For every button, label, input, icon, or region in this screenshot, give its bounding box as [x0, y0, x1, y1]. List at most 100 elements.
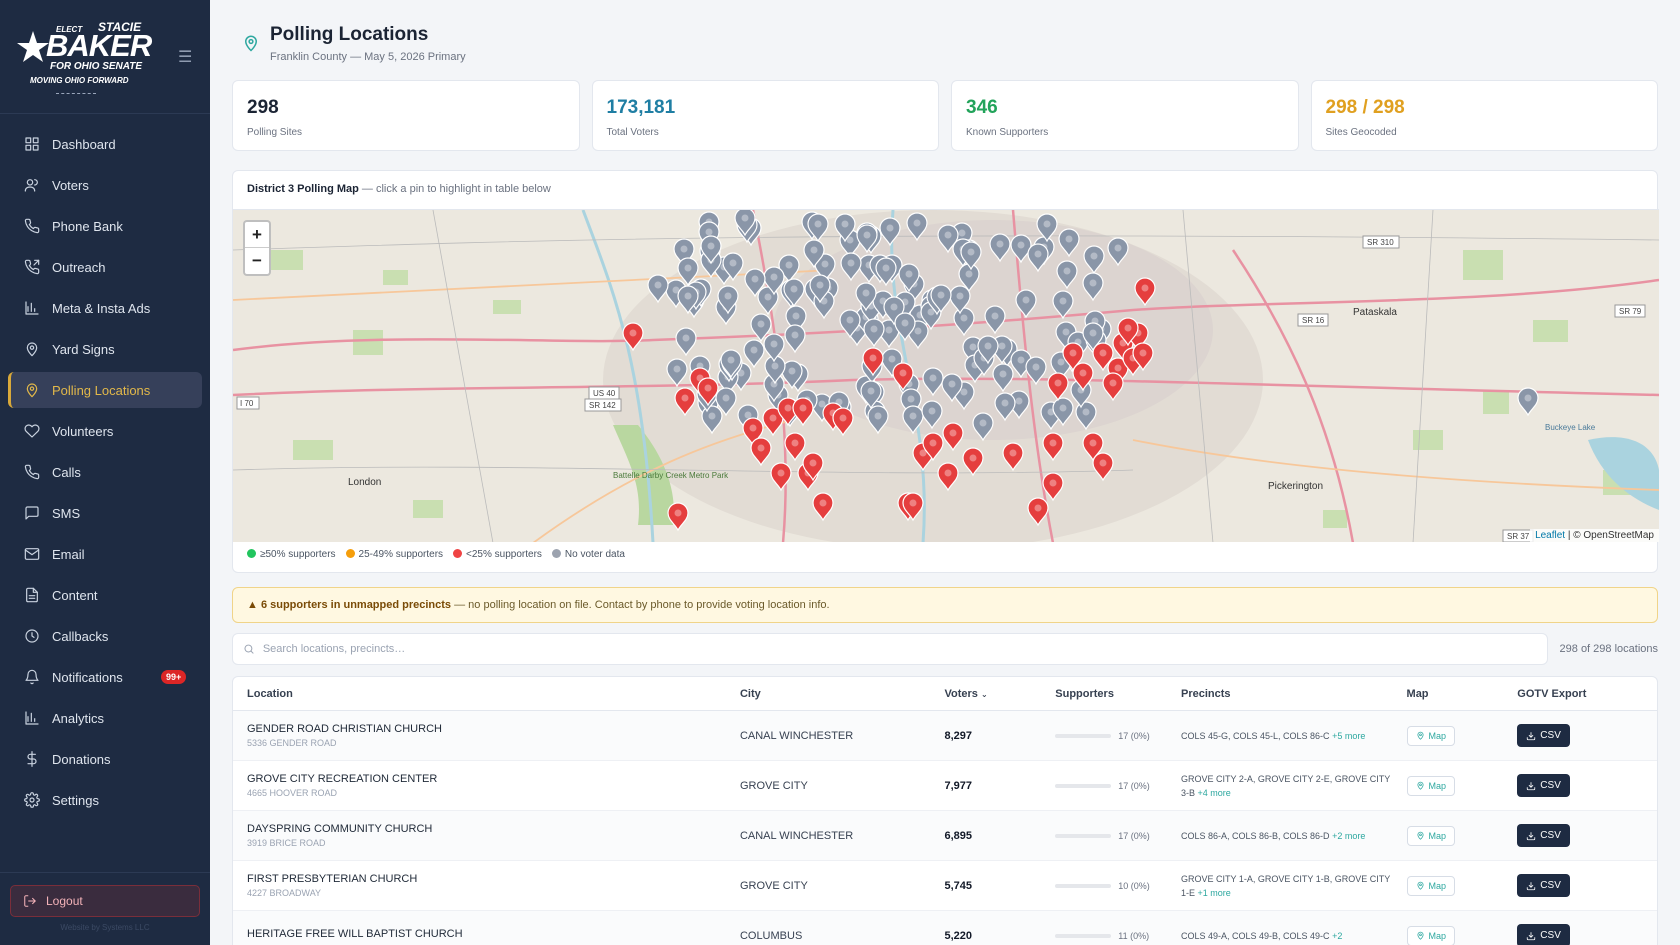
polling-pin-gray[interactable]: [701, 405, 723, 435]
polling-pin-gray[interactable]: [1058, 228, 1080, 258]
polling-pin-gray[interactable]: [960, 241, 982, 271]
polling-pin-gray[interactable]: [1107, 237, 1129, 267]
polling-pin-red[interactable]: [1117, 317, 1139, 347]
polling-pin-gray[interactable]: [757, 286, 779, 316]
polling-pin-gray[interactable]: [700, 235, 722, 265]
polling-pin-gray[interactable]: [750, 313, 772, 343]
polling-pin-gray[interactable]: [894, 312, 916, 342]
zoom-out-button[interactable]: −: [252, 251, 262, 270]
polling-pin-red[interactable]: [742, 417, 764, 447]
precinct-more-link[interactable]: +5 more: [1332, 730, 1366, 741]
precinct-more-link[interactable]: +2 more: [1332, 830, 1366, 841]
polling-pin-gray[interactable]: [1083, 245, 1105, 275]
polling-pin-gray[interactable]: [1027, 243, 1049, 273]
polling-pin-gray[interactable]: [734, 210, 756, 237]
col-precincts[interactable]: Precincts: [1181, 687, 1231, 700]
logout-button[interactable]: Logout: [10, 885, 200, 917]
polling-pin-gray[interactable]: [941, 373, 963, 403]
sidebar-item-phone-bank[interactable]: Phone Bank: [8, 208, 202, 244]
polling-pin-gray[interactable]: [921, 400, 943, 430]
polling-pin-gray[interactable]: [922, 367, 944, 397]
polling-pin-gray[interactable]: [675, 327, 697, 357]
polling-pin-red[interactable]: [1002, 442, 1024, 472]
polling-pin-gray[interactable]: [720, 349, 742, 379]
polling-pin-gray[interactable]: [898, 263, 920, 293]
polling-pin-gray[interactable]: [906, 212, 928, 242]
sidebar-item-dashboard[interactable]: Dashboard: [8, 126, 202, 162]
polling-pin-gray[interactable]: [840, 252, 862, 282]
sidebar-item-yard-signs[interactable]: Yard Signs: [8, 331, 202, 367]
zoom-in-button[interactable]: +: [245, 222, 269, 248]
polling-pin-gray[interactable]: [855, 282, 877, 312]
polling-pin-red[interactable]: [622, 322, 644, 352]
polling-pin-gray[interactable]: [867, 405, 889, 435]
polling-pin-red[interactable]: [862, 347, 884, 377]
polling-pin-gray[interactable]: [1517, 387, 1539, 417]
polling-pin-red[interactable]: [922, 432, 944, 462]
polling-pin-red[interactable]: [1072, 362, 1094, 392]
sidebar-item-meta-insta-ads[interactable]: Meta & Insta Ads: [8, 290, 202, 326]
polling-pin-gray[interactable]: [743, 339, 765, 369]
polling-pin-red[interactable]: [784, 432, 806, 462]
polling-pin-red[interactable]: [1042, 472, 1064, 502]
polling-pin-gray[interactable]: [900, 388, 922, 418]
polling-pin-gray[interactable]: [715, 387, 737, 417]
polling-pin-gray[interactable]: [1082, 272, 1104, 302]
polling-pin-red[interactable]: [697, 377, 719, 407]
polling-pin-gray[interactable]: [989, 233, 1011, 263]
polling-pin-red[interactable]: [667, 502, 689, 532]
polling-pin-red[interactable]: [802, 452, 824, 482]
polling-pin-gray[interactable]: [717, 285, 739, 315]
table-row[interactable]: GENDER ROAD CHRISTIAN CHURCH 5336 GENDER …: [233, 711, 1657, 761]
polling-pin-gray[interactable]: [994, 392, 1016, 422]
polling-pin-red[interactable]: [937, 462, 959, 492]
polling-pin-gray[interactable]: [763, 333, 785, 363]
polling-pin-red[interactable]: [1092, 342, 1114, 372]
sidebar-item-email[interactable]: Email: [8, 536, 202, 572]
col-supporters[interactable]: Supporters: [1055, 687, 1114, 700]
polling-pin-gray[interactable]: [879, 217, 901, 247]
polling-pin-red[interactable]: [962, 447, 984, 477]
col-city[interactable]: City: [739, 687, 761, 700]
polling-pin-gray[interactable]: [992, 363, 1014, 393]
polling-pin-gray[interactable]: [744, 268, 766, 298]
polling-pin-red[interactable]: [1042, 432, 1064, 462]
polling-pin-gray[interactable]: [784, 324, 806, 354]
col-voters[interactable]: Voters ⌄: [944, 687, 988, 700]
polling-pin-gray[interactable]: [722, 252, 744, 282]
sidebar-item-analytics[interactable]: Analytics: [8, 700, 202, 736]
search-input[interactable]: [262, 643, 1547, 655]
csv-export-button[interactable]: CSV: [1517, 924, 1570, 945]
sidebar-item-volunteers[interactable]: Volunteers: [8, 413, 202, 449]
sidebar-item-calls[interactable]: Calls: [8, 454, 202, 490]
polling-pin-red[interactable]: [902, 492, 924, 522]
precinct-more-link[interactable]: +2: [1332, 930, 1343, 941]
polling-pin-red[interactable]: [792, 397, 814, 427]
polling-pin-red[interactable]: [674, 387, 696, 417]
map-button[interactable]: Map: [1406, 875, 1456, 896]
polling-pin-gray[interactable]: [677, 257, 699, 287]
polling-pin-red[interactable]: [770, 462, 792, 492]
polling-map[interactable]: London Pickerington Pataskala Battelle D…: [233, 209, 1659, 542]
sidebar-item-donations[interactable]: Donations: [8, 741, 202, 777]
sidebar-item-polling-locations[interactable]: Polling Locations: [8, 372, 202, 408]
sidebar-item-sms[interactable]: SMS: [8, 495, 202, 531]
polling-pin-gray[interactable]: [949, 285, 971, 315]
polling-pin-gray[interactable]: [803, 239, 825, 269]
polling-pin-red[interactable]: [1027, 497, 1049, 527]
sidebar-item-notifications[interactable]: Notifications 99+: [8, 659, 202, 695]
table-row[interactable]: FIRST PRESBYTERIAN CHURCH 4227 BROADWAY G…: [233, 861, 1657, 911]
polling-pin-gray[interactable]: [807, 213, 829, 243]
polling-pin-gray[interactable]: [1052, 397, 1074, 427]
polling-pin-red[interactable]: [1134, 277, 1156, 307]
polling-pin-red[interactable]: [1047, 372, 1069, 402]
polling-pin-red[interactable]: [812, 492, 834, 522]
polling-pin-red[interactable]: [1062, 342, 1084, 372]
polling-pin-red[interactable]: [1102, 372, 1124, 402]
polling-pin-gray[interactable]: [972, 412, 994, 442]
table-row[interactable]: DAYSPRING COMMUNITY CHURCH 3919 BRICE ROA…: [233, 811, 1657, 861]
polling-pin-gray[interactable]: [984, 305, 1006, 335]
polling-pin-gray[interactable]: [781, 360, 803, 390]
polling-pin-gray[interactable]: [783, 278, 805, 308]
table-row[interactable]: GROVE CITY RECREATION CENTER 4665 HOOVER …: [233, 761, 1657, 811]
